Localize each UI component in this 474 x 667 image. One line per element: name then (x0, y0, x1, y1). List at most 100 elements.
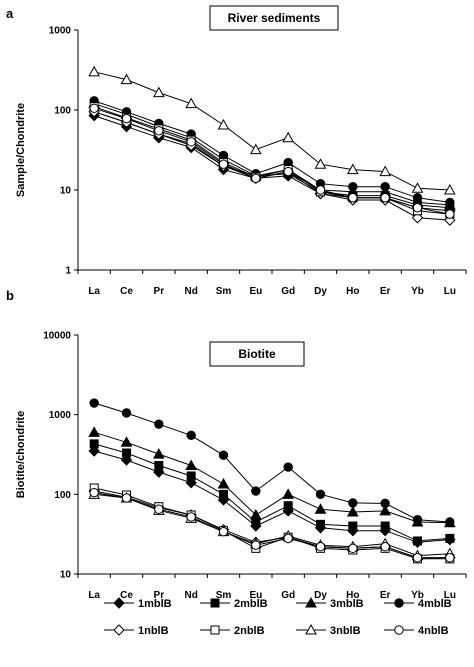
y-tick-label: 10000 (43, 331, 71, 342)
point-4nblB-Ho (348, 543, 358, 554)
legend-label: 3mblB (330, 598, 364, 610)
y-tick-label: 1000 (49, 410, 72, 421)
point-4mblB-Lu (445, 197, 455, 208)
legend-marker-1mblB (113, 597, 125, 609)
point-4mblB-Ce (121, 408, 132, 418)
point-3mblB-Gd (282, 488, 295, 499)
legend: 1mblB 2mblB 3mblB 4mblB 1nblB 2nblB 3nblB 4nblB (104, 596, 452, 637)
point-4nblB-Lu (445, 209, 455, 219)
x-tick-label-Gd: Gd (281, 590, 295, 601)
y-tick-label: 1 (65, 266, 71, 277)
series-line-1mblB (94, 450, 450, 543)
point-4mblB-Lu (445, 517, 455, 527)
legend-marker-4nblB (394, 625, 404, 635)
legend-item-2mblB: 2mblB (200, 598, 268, 610)
point-2mblB-Gd (283, 501, 293, 511)
point-3mblB-Ho (346, 505, 359, 517)
legend-label: 1nblB (138, 625, 169, 637)
series-3mblB (88, 426, 456, 528)
point-4nblB-Eu (251, 173, 261, 184)
series-3nblB (88, 488, 456, 561)
x-tick-label-Lu: Lu (444, 590, 456, 601)
point-4nblB-Ho (348, 193, 358, 203)
series-line-2mblB (94, 443, 450, 542)
chart-panel-b: b Biotite 10 100 1000 10000 La Ce Pr Nd Sm Eu Gd Dy Ho… (6, 288, 467, 601)
point-4mblB-Gd (283, 462, 293, 472)
point-3nblB-Ce (120, 73, 133, 85)
x-tick-label-Ce: Ce (120, 590, 133, 601)
x-tick-label-Nd: Nd (184, 286, 197, 297)
point-3nblB-Dy (314, 158, 327, 169)
point-4nblB-Nd (186, 137, 196, 147)
x-tick-label-Ho: Ho (346, 286, 359, 297)
point-4mblB-Yb (412, 515, 423, 525)
point-4mblB-Yb (412, 193, 423, 203)
x-tick-label-Pr: Pr (154, 590, 165, 601)
point-4nblB-Nd (186, 512, 196, 522)
series-4nblB (89, 103, 455, 219)
legend-marker-2mblB (210, 598, 220, 608)
x-tick-label-Eu: Eu (249, 286, 262, 297)
point-2mblB-Nd (186, 471, 196, 481)
point-4nblB-Sm (218, 159, 229, 169)
point-3nblB-Nd (185, 97, 198, 109)
point-4mblB-La (89, 398, 99, 408)
point-3mblB-Er (379, 504, 392, 516)
point-4nblB-Ce (121, 113, 132, 124)
point-4nblB-Eu (251, 540, 261, 550)
legend-marker-3nblB (305, 623, 317, 635)
series-3mblB (88, 97, 456, 210)
chart-title: Biotite (238, 347, 276, 361)
point-4mblB-Sm (218, 450, 229, 460)
x-tick-label-Sm: Sm (216, 286, 232, 297)
point-4nblB-Yb (412, 553, 423, 563)
point-2mblB-Lu (445, 533, 455, 543)
x-tick-label-Sm: Sm (216, 590, 232, 601)
series-line-3nblB (94, 493, 450, 557)
point-4nblB-Er (380, 193, 390, 203)
series-line-2nblB (94, 487, 450, 560)
x-tick-label-Er: Er (380, 590, 391, 601)
point-4mblB-Pr (154, 419, 164, 429)
title-box (209, 341, 305, 367)
chart-panel-a: a River sediments 1 10 100 1000 La Ce Pr Nd Sm Eu Gd… (6, 5, 467, 297)
point-2mblB-Ce (122, 448, 131, 458)
point-4nblB-Dy (315, 542, 326, 552)
y-tick-label: 1000 (49, 26, 72, 37)
series-line-4nblB (94, 107, 450, 215)
series-2mblB (89, 439, 455, 546)
point-3nblB-Sm (217, 118, 230, 130)
point-3nblB-Yb (411, 182, 424, 193)
point-4nblB-Yb (412, 203, 423, 213)
x-tick-label-La: La (88, 590, 100, 601)
x-tick-label-Dy: Dy (314, 286, 327, 297)
series-line-4mblB (94, 402, 450, 523)
panel-label: a (6, 6, 14, 21)
series-1mblB (88, 445, 456, 549)
point-1mblB-La (88, 445, 100, 457)
title-box (209, 5, 339, 31)
point-2mblB-Yb (413, 536, 422, 546)
y-tick-label: 10 (60, 186, 72, 197)
series-4mblB (89, 96, 455, 208)
point-3mblB-Dy (314, 503, 327, 514)
y-axis-label: Sample/Chondrite (15, 103, 27, 197)
point-2mblB-Pr (154, 461, 164, 471)
legend-label: 4mblB (418, 598, 452, 610)
x-tick-label-Dy: Dy (314, 590, 327, 601)
point-3mblB-Eu (249, 508, 262, 520)
legend-label: 2nblB (234, 625, 265, 637)
point-4mblB-Er (380, 498, 390, 509)
point-4nblB-Lu (445, 553, 455, 563)
series-2nblB (89, 102, 455, 219)
point-3mblB-Nd (185, 459, 198, 471)
point-2mblB-Dy (316, 519, 325, 529)
x-tick-label-Lu: Lu (444, 286, 456, 297)
x-tick-label-La: La (88, 286, 100, 297)
legend-label: 4nblB (418, 625, 449, 637)
point-4nblB-Sm (218, 526, 229, 537)
legend-marker-2nblB (210, 625, 220, 635)
x-tick-label-Ho: Ho (346, 590, 359, 601)
legend-marker-4mblB (394, 598, 404, 608)
